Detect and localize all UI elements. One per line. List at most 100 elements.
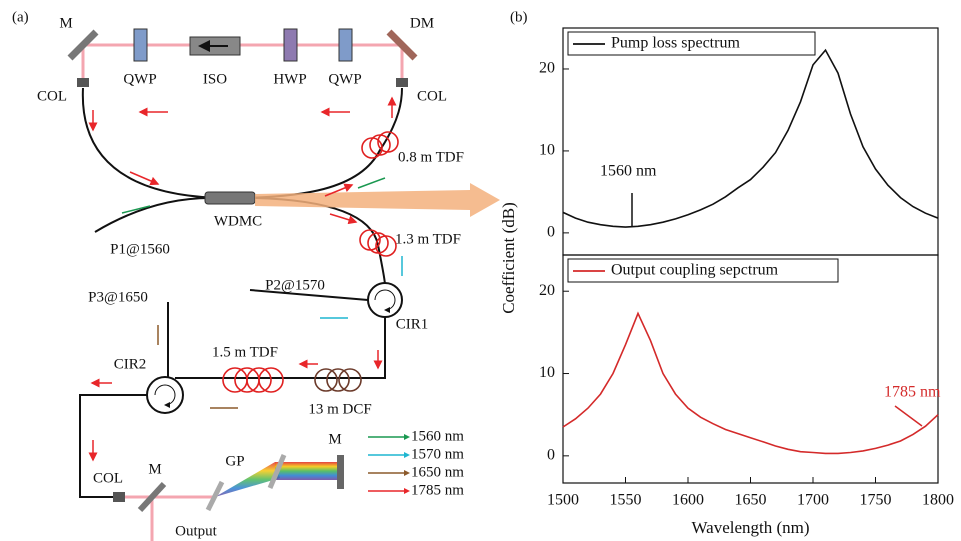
plot-frame: [562, 27, 939, 256]
plot-frame: [562, 254, 939, 484]
chart: 0 10 20 1500 1550 1600 1650 1700 1750 1800 Wavelen…: [539, 254, 954, 537]
legend-box: [567, 31, 816, 56]
component-label: Output: [175, 523, 218, 539]
legend-label: 1560 nm: [411, 428, 464, 444]
direction-arrow: [329, 213, 358, 225]
grating: [205, 480, 225, 512]
setup-diagram: (a): [12, 9, 500, 541]
component-label: 0.8 m TDF: [398, 149, 464, 165]
y-tick-label: 10: [539, 364, 555, 381]
legend-label: Output coupling sepctrum: [611, 262, 779, 279]
legend-box: [567, 258, 839, 283]
panel-label: (a): [12, 9, 29, 25]
direction-arrow: [129, 171, 160, 186]
mirror: [67, 29, 99, 61]
zoom-arrow: [255, 183, 500, 217]
fiber: [81, 87, 403, 200]
component-label: P2@1570: [265, 277, 325, 293]
dcf-coil: [314, 368, 362, 392]
legend-arrowhead: [404, 452, 410, 458]
x-tick-label: 1800: [922, 492, 954, 509]
x-axis-label: Wavelength (nm): [691, 518, 809, 537]
diagram-legend: 1560 nm 1570 nm 1650 nm 1785 nm: [368, 428, 464, 498]
spectrum-line: [562, 311, 939, 455]
direction-arrow: [324, 183, 354, 197]
y-axis-label: Coefficient (dB): [499, 202, 518, 314]
component-label: WDMC: [214, 213, 262, 229]
y-tick-label: 0: [547, 224, 555, 241]
component-label: GP: [225, 453, 244, 469]
qwp: [338, 28, 353, 62]
component-label: M: [59, 15, 72, 31]
legend-arrowhead: [404, 470, 410, 476]
legend-label: 1785 nm: [411, 482, 464, 498]
component-label: COL: [93, 470, 123, 486]
spectrum-line: [562, 48, 939, 228]
component-label: 13 m DCF: [308, 401, 371, 417]
circulator-arrow: [154, 384, 176, 408]
circulator: [146, 376, 184, 414]
direction-arrow: [121, 205, 151, 214]
dispersed-beam: [275, 462, 337, 480]
legend-label: 1650 nm: [411, 464, 464, 480]
x-tick-label: 1700: [797, 492, 829, 509]
collimator: [77, 78, 89, 87]
y-tick-label: 0: [547, 447, 555, 464]
fiber: [94, 197, 211, 233]
x-tick-label: 1750: [860, 492, 892, 509]
y-tick-label: 20: [539, 282, 555, 299]
coil-1p5: [222, 367, 284, 393]
coil-1p3: [359, 229, 397, 257]
grating: [267, 454, 287, 489]
component-label: M: [148, 461, 161, 477]
legend-label: Pump loss spectrum: [611, 35, 740, 52]
annotation-arrow: [894, 405, 923, 427]
component-label: HWP: [273, 71, 306, 87]
collimator: [113, 492, 125, 502]
component-label: COL: [417, 88, 447, 104]
component-label: CIR2: [114, 356, 147, 372]
component-label: QWP: [123, 71, 156, 87]
component-label: COL: [37, 88, 67, 104]
legend-arrowhead: [404, 488, 410, 494]
component-label: P1@1560: [110, 241, 170, 257]
spectra: (b) Coefficient (dB) 0 10 20 Pump loss spec…: [499, 9, 954, 536]
y-tick-label: 10: [539, 142, 555, 159]
x-tick-label: 1650: [735, 492, 767, 509]
wdm-coupler: [204, 191, 256, 205]
panel-label: (b): [510, 9, 528, 25]
component-label: DM: [410, 15, 434, 31]
chart: 0 10 20 Pump loss spectrum 1560 nm: [539, 27, 939, 256]
fiber: [254, 197, 386, 286]
coil-0p8: [361, 131, 399, 159]
direction-arrow: [357, 177, 386, 189]
legend-label: 1570 nm: [411, 446, 464, 462]
x-tick-label: 1600: [672, 492, 704, 509]
component-label: 1.3 m TDF: [395, 231, 461, 247]
fiber: [175, 317, 386, 379]
fiber: [249, 289, 369, 301]
y-tick-label: 20: [539, 60, 555, 77]
component-label: M: [328, 431, 341, 447]
annotation: 1560 nm: [600, 163, 657, 180]
component-label: P3@1650: [88, 289, 148, 305]
component-label: 1.5 m TDF: [212, 344, 278, 360]
x-tick-label: 1550: [610, 492, 642, 509]
mirror: [137, 481, 167, 513]
component-label: ISO: [203, 71, 227, 87]
qwp: [133, 28, 148, 62]
dispersed-beam: [215, 462, 280, 497]
circulator-arrow: [374, 289, 396, 313]
dichroic-mirror: [386, 29, 418, 61]
annotation: 1785 nm: [884, 384, 941, 401]
collimator: [396, 78, 408, 87]
x-tick-label: 1500: [547, 492, 579, 509]
component-label: QWP: [328, 71, 361, 87]
fiber: [79, 394, 147, 498]
legend-arrowhead: [404, 434, 410, 440]
circulator: [367, 282, 403, 318]
component-label: CIR1: [396, 316, 429, 332]
hwp: [283, 28, 298, 62]
mirror: [337, 455, 344, 489]
